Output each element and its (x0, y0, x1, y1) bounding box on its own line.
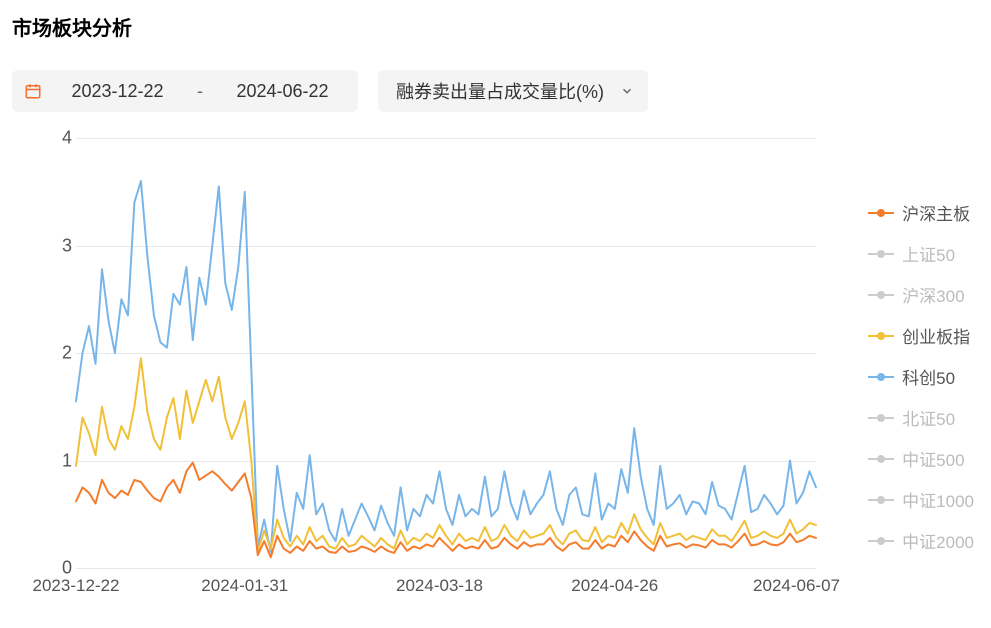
x-tick-label: 2024-01-31 (201, 576, 288, 628)
legend-item-star50[interactable]: 科创50 (868, 364, 974, 389)
legend-label: 沪深300 (902, 282, 964, 307)
legend-marker-icon (868, 335, 894, 337)
controls-row: 2023-12-22 - 2024-06-22 融券卖出量占成交量比(%) (12, 70, 648, 112)
y-tick-label: 2 (42, 343, 72, 364)
legend-label: 上证50 (902, 241, 955, 266)
x-tick-label: 2024-03-18 (396, 576, 483, 628)
x-tick-label: 2023-12-22 (33, 576, 120, 628)
legend-marker-icon (868, 253, 894, 255)
date-separator: - (193, 81, 207, 102)
legend-item-hs300[interactable]: 沪深300 (868, 282, 974, 307)
legend-label: 沪深主板 (902, 200, 970, 225)
legend-marker-icon (868, 212, 894, 214)
y-tick-label: 1 (42, 450, 72, 471)
x-tick-label: 2024-06-07 (753, 576, 840, 628)
legend-marker-icon (868, 376, 894, 378)
calendar-icon (24, 82, 42, 100)
legend-marker-icon (868, 458, 894, 460)
legend-item-sse50[interactable]: 上证50 (868, 241, 974, 266)
chart-container: 01234 2023-12-222024-01-312024-03-182024… (12, 130, 982, 600)
legend-label: 中证1000 (902, 487, 974, 512)
plot-area (76, 138, 816, 568)
x-axis-labels: 2023-12-222024-01-312024-03-182024-04-26… (76, 568, 816, 598)
chart-legend: 沪深主板上证50 沪深300 创业板指科创50 北证50 中证500 中证1000 中证20… (868, 200, 974, 553)
chart-lines (76, 138, 816, 568)
legend-marker-icon (868, 417, 894, 419)
series-line (76, 358, 816, 552)
x-tick-label: 2024-04-26 (571, 576, 658, 628)
legend-label: 中证2000 (902, 528, 974, 553)
metric-dropdown[interactable]: 融券卖出量占成交量比(%) (378, 70, 648, 112)
date-range-picker[interactable]: 2023-12-22 - 2024-06-22 (12, 70, 358, 112)
legend-label: 中证500 (902, 446, 964, 471)
dropdown-selected-label: 融券卖出量占成交量比(%) (396, 78, 604, 104)
legend-label: 科创50 (902, 364, 955, 389)
legend-item-gem[interactable]: 创业板指 (868, 323, 974, 348)
legend-item-bse50[interactable]: 北证50 (868, 405, 974, 430)
legend-marker-icon (868, 540, 894, 542)
page-title: 市场板块分析 (12, 12, 132, 41)
y-tick-label: 3 (42, 235, 72, 256)
legend-marker-icon (868, 294, 894, 296)
legend-item-csi2000[interactable]: 中证2000 (868, 528, 974, 553)
chevron-down-icon (620, 84, 634, 98)
legend-item-csi1000[interactable]: 中证1000 (868, 487, 974, 512)
series-line (76, 181, 816, 552)
date-start: 2023-12-22 (60, 81, 175, 102)
y-tick-label: 4 (42, 128, 72, 149)
legend-marker-icon (868, 499, 894, 501)
legend-item-hs_main[interactable]: 沪深主板 (868, 200, 974, 225)
legend-label: 创业板指 (902, 323, 970, 348)
date-end: 2024-06-22 (225, 81, 340, 102)
legend-label: 北证50 (902, 405, 955, 430)
legend-item-csi500[interactable]: 中证500 (868, 446, 974, 471)
